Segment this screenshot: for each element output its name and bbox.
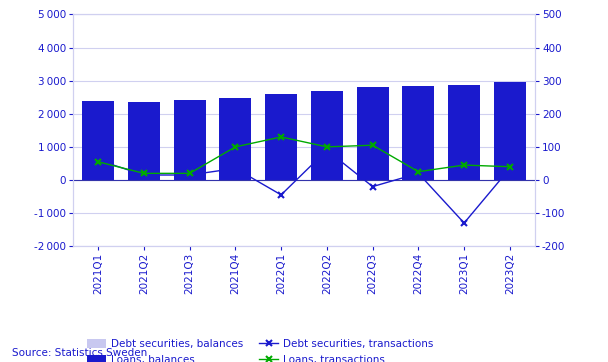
Bar xyxy=(128,101,160,180)
Text: Source: Statistics Sweden: Source: Statistics Sweden xyxy=(12,348,147,358)
Bar xyxy=(174,100,206,180)
Bar xyxy=(311,133,343,180)
Bar xyxy=(82,101,114,180)
Bar xyxy=(448,85,480,180)
Bar xyxy=(402,86,434,180)
Legend: Debt securities, balances, Loans, balances, Debt securities, transactions, Loans: Debt securities, balances, Loans, balanc… xyxy=(88,340,434,362)
Bar xyxy=(402,131,434,180)
Bar xyxy=(219,131,251,180)
Bar xyxy=(128,132,160,180)
Bar xyxy=(494,82,526,180)
Bar xyxy=(174,131,206,180)
Bar xyxy=(357,87,389,180)
Bar xyxy=(494,132,526,180)
Bar xyxy=(219,98,251,180)
Bar xyxy=(448,132,480,180)
Bar xyxy=(265,94,297,180)
Bar xyxy=(311,90,343,180)
Bar xyxy=(357,132,389,180)
Bar xyxy=(82,132,114,180)
Bar xyxy=(265,132,297,180)
